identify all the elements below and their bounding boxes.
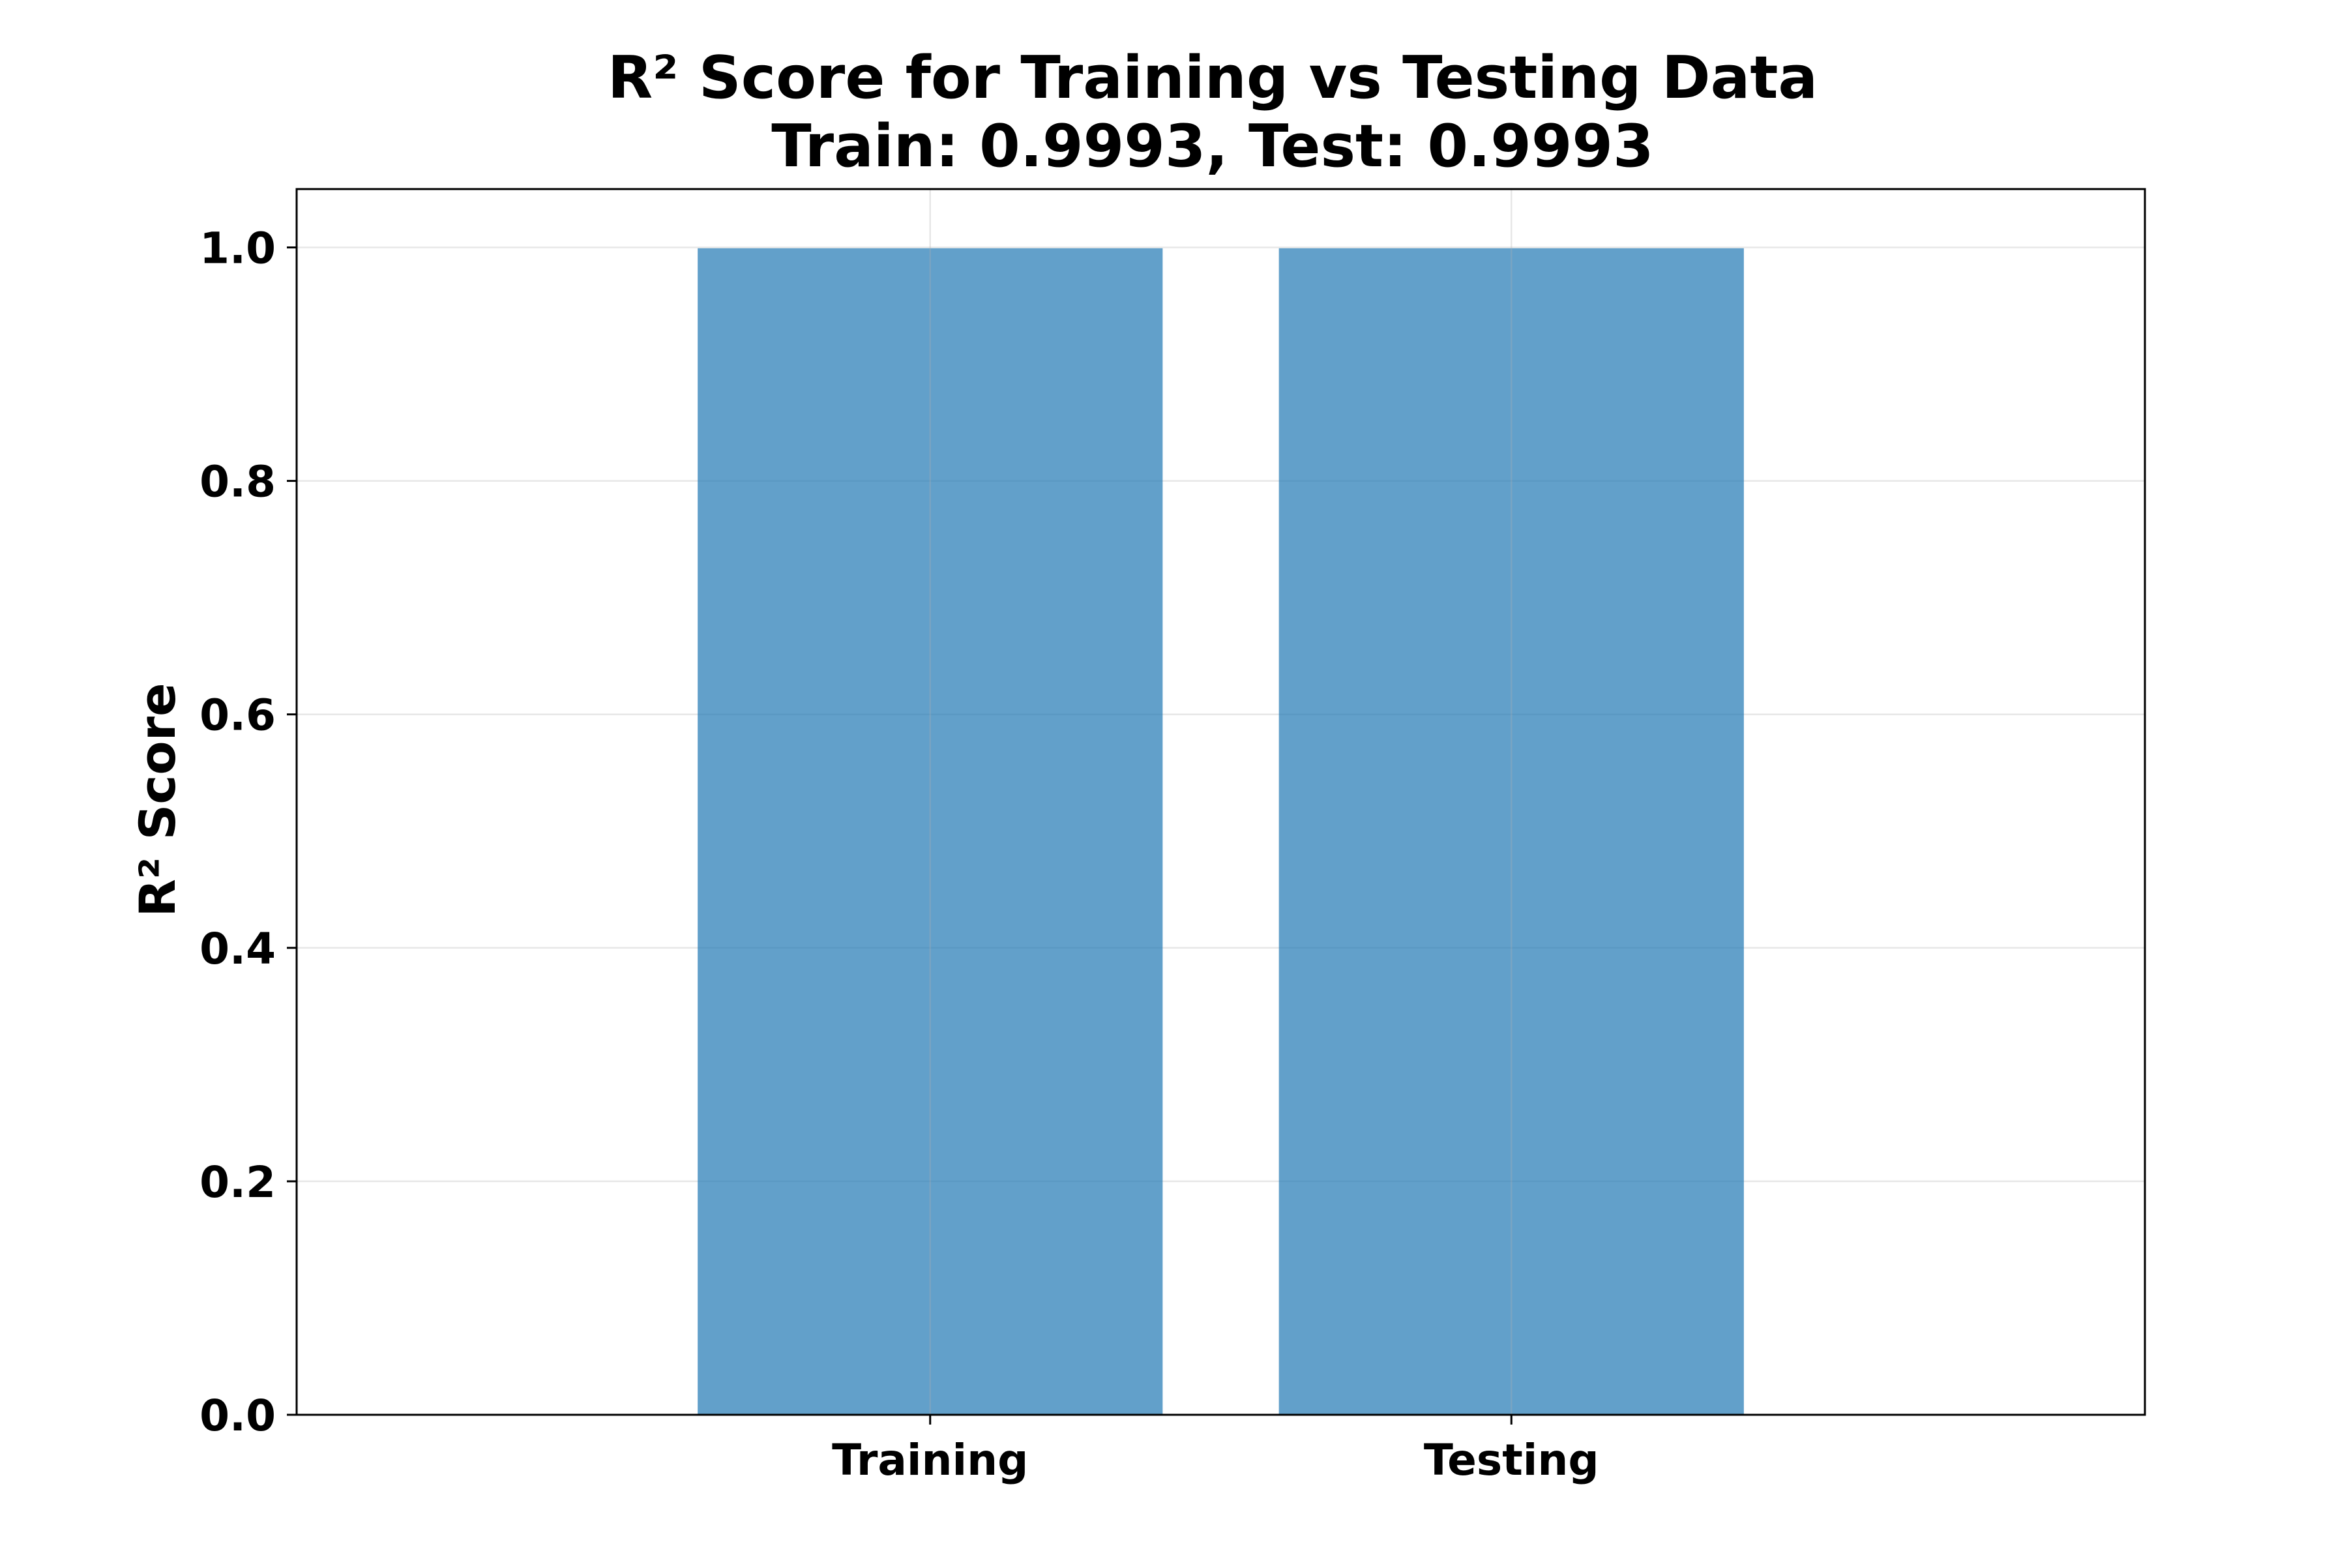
- y-tick-label: 0.6: [199, 690, 276, 741]
- y-tick-label: 0.8: [199, 457, 276, 507]
- grid-lines: [297, 246, 2145, 1416]
- y-axis-label: R² Score: [128, 683, 186, 917]
- x-tick-label: Training: [832, 1435, 1028, 1485]
- chart-subtitle: Train: 0.9993, Test: 0.9993: [771, 112, 1653, 181]
- bar-training: [698, 248, 1163, 1415]
- bars: [698, 248, 1744, 1415]
- bar-testing: [1278, 248, 1744, 1415]
- y-tick-label: 1.0: [199, 224, 276, 274]
- chart-title: R² Score for Training vs Testing Data: [608, 44, 1818, 112]
- y-tick-label: 0.4: [199, 924, 276, 974]
- y-tick-label: 0.2: [199, 1157, 276, 1207]
- x-grid-lines: [929, 189, 1513, 1415]
- y-tick-label: 0.0: [199, 1391, 276, 1441]
- x-tick-label: Testing: [1424, 1435, 1599, 1485]
- plot-frame: [295, 188, 2146, 1416]
- axis-ticks: 0.0 0.2 0.4 0.6 0.8 1.0 Training Testing: [199, 224, 1599, 1485]
